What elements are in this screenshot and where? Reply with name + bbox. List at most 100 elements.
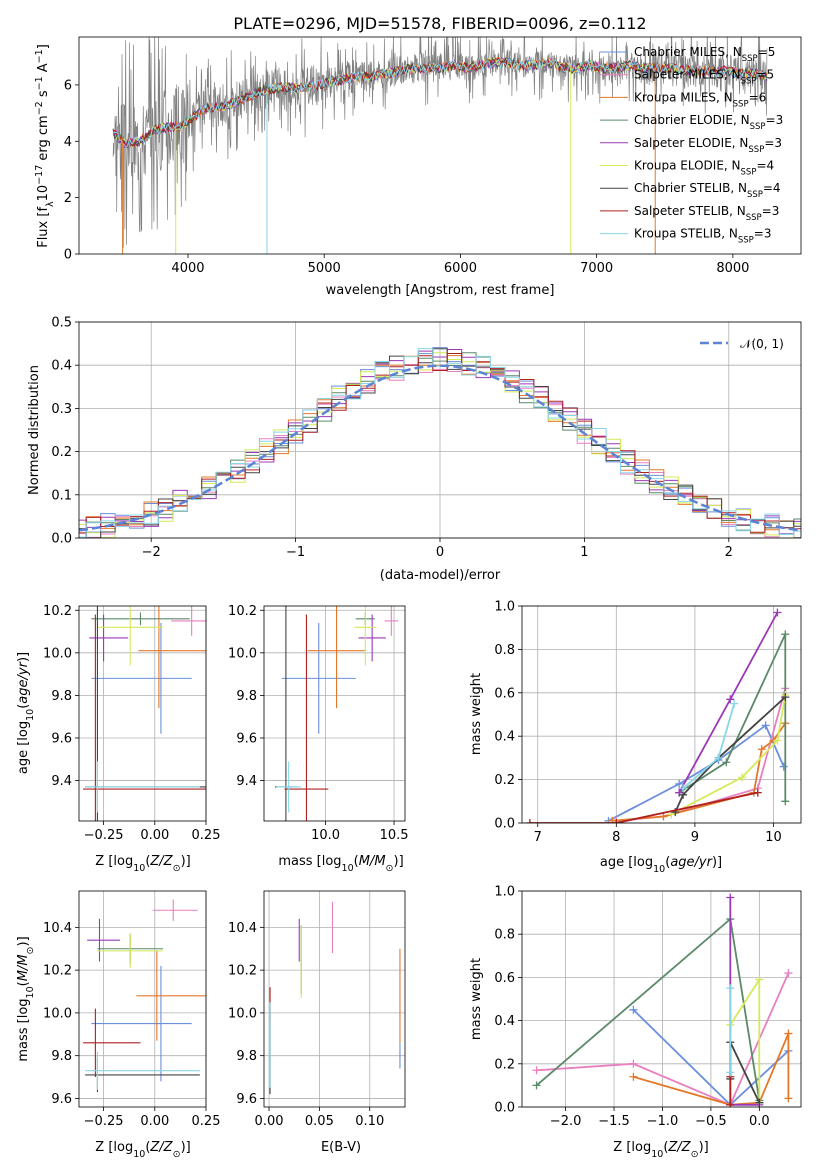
plot-area — [525, 608, 790, 823]
y-tick-label: 0.5 — [51, 316, 72, 331]
x-tick-label: 0 — [436, 545, 444, 560]
plot-area — [532, 893, 793, 1107]
y-tick-label: 9.6 — [236, 1092, 257, 1107]
mass-weight-series — [678, 612, 779, 794]
y-tick-label: 2 — [64, 191, 72, 206]
y-tick-label: 1.0 — [494, 885, 515, 900]
axes-frame — [521, 890, 802, 1108]
x-tick-label: 7000 — [580, 261, 613, 276]
mass-weight-series — [674, 696, 786, 813]
y-tick-label: 0.4 — [494, 730, 515, 745]
series-marker — [726, 893, 735, 902]
y-tick-label: 0 — [64, 248, 72, 263]
x-tick-label: 0.0 — [749, 1114, 770, 1129]
errorbar-point — [152, 899, 198, 921]
y-axis-label: mass weight — [469, 673, 484, 755]
y-tick-label: 0.8 — [494, 928, 515, 943]
y-tick-label: 9.8 — [51, 689, 72, 704]
series-marker — [532, 1081, 541, 1090]
y-tick-label: 0.2 — [494, 773, 515, 788]
series-marker — [753, 788, 762, 797]
y-axis-label: Flux [fλ10−17 erg cm−2 s−1 A−1] — [34, 44, 56, 248]
spectrum-legend: Chabrier MILES, NSSP=5 Salpeter MILES, NS… — [600, 45, 783, 246]
axes-frame — [78, 890, 207, 1108]
errorbar-point — [138, 606, 206, 709]
errorbar-point — [85, 761, 200, 813]
x-axis-label: Z [log10(Z/Z⊙)] — [95, 1140, 190, 1160]
series-marker — [629, 1005, 638, 1014]
x-tick-label: −2.0 — [550, 1114, 582, 1129]
x-tick-label: 8 — [612, 830, 620, 845]
x-axis-label: Z [log10(Z/Z⊙)] — [95, 854, 190, 874]
residual-histogram-panel: −2 −1 0 1 2 0.0 0.1 0.2 0.3 0.4 0.5 𝒩(0, 1) (data-mo… — [27, 316, 802, 583]
legend-entry: Chabrier STELIB, NSSP=4 — [634, 181, 781, 200]
y-tick-label: 10.2 — [228, 604, 257, 619]
x-tick-label: 8000 — [716, 261, 749, 276]
y-tick-label: 10.0 — [228, 646, 257, 661]
x-tick-label: 5000 — [308, 261, 341, 276]
series-marker — [781, 630, 790, 639]
y-tick-label: 9.6 — [236, 731, 257, 746]
y-tick-label: 0.2 — [51, 445, 72, 460]
series-marker — [784, 969, 793, 978]
series-marker — [761, 721, 770, 730]
plot-area — [269, 901, 401, 1095]
series-marker — [773, 608, 782, 617]
x-tick-label: 0.10 — [355, 1114, 384, 1129]
series-marker — [781, 797, 790, 806]
series-marker — [726, 1068, 735, 1077]
y-tick-label: 0.0 — [494, 1101, 515, 1116]
x-axis-label: wavelength [Angstrom, rest frame] — [326, 283, 555, 298]
x-tick-label: 10.0 — [311, 828, 340, 843]
legend-entry: Kroupa MILES, NSSP=6 — [634, 90, 766, 109]
series-marker — [784, 1029, 793, 1038]
series-marker — [722, 758, 731, 767]
mass-weight-series — [729, 976, 761, 1103]
y-tick-label: 0.4 — [494, 1014, 515, 1029]
series-marker — [738, 773, 747, 782]
axes-frame — [263, 605, 406, 822]
series-marker — [755, 1098, 764, 1107]
spectrum-panel: 4000 5000 6000 7000 8000 0 2 4 6 Chabrier MILES, … — [34, 36, 802, 298]
plot-area — [79, 347, 801, 538]
x-axis-label: (data-model)/error — [380, 568, 501, 583]
errorbar-point — [85, 1051, 200, 1090]
x-tick-label: 2 — [725, 545, 733, 560]
x-axis-label: age [log10(age/yr)] — [600, 855, 722, 875]
normal-distribution-curve — [79, 364, 801, 532]
x-tick-label: −1.5 — [598, 1114, 630, 1129]
y-tick-label: 0.2 — [494, 1057, 515, 1072]
errorbar-point — [91, 623, 192, 734]
x-tick-label: 4000 — [171, 261, 204, 276]
x-tick-label: −0.5 — [695, 1114, 727, 1129]
axes-frame — [263, 890, 406, 1108]
y-tick-label: 0.0 — [494, 817, 515, 832]
series-marker — [726, 695, 735, 704]
age-vs-mass-panel: 10.0 10.5 9.4 9.6 9.8 10.0 10.2 mass [log10(M/M… — [228, 604, 408, 874]
y-tick-label: 10.2 — [43, 604, 72, 619]
series-marker — [612, 819, 621, 823]
series-marker — [629, 1072, 638, 1081]
y-tick-label: 10.0 — [43, 1006, 72, 1021]
series-marker — [726, 1100, 735, 1107]
y-axis-label: mass weight — [469, 958, 484, 1040]
mass-weight-series — [670, 694, 787, 816]
y-tick-label: 9.6 — [51, 731, 72, 746]
plot-area — [112, 37, 768, 254]
mass-vs-extinction-panel: 0.00 0.05 0.10 9.6 9.8 10.0 10.2 10.4 E(B-V) — [228, 890, 406, 1155]
y-tick-label: 1.0 — [494, 600, 515, 615]
errorbar-point — [85, 1057, 200, 1093]
y-tick-label: 0.6 — [494, 686, 515, 701]
x-axis-label: Z [log10(Z/Z⊙)] — [613, 1140, 708, 1160]
x-tick-label: 0.25 — [192, 828, 221, 843]
y-tick-label: 0.6 — [494, 971, 515, 986]
figure-title: PLATE=0296, MJD=51578, FIBERID=0096, z=0… — [233, 14, 646, 33]
y-tick-label: 10.0 — [228, 1006, 257, 1021]
x-tick-label: 0.00 — [140, 828, 169, 843]
y-axis-label: Normed distribution — [27, 365, 42, 495]
x-tick-label: 0.00 — [140, 1114, 169, 1129]
errorbar-point — [91, 965, 192, 1082]
y-tick-label: 9.4 — [51, 774, 72, 789]
x-tick-label: 10 — [765, 830, 782, 845]
series-marker — [757, 745, 766, 754]
